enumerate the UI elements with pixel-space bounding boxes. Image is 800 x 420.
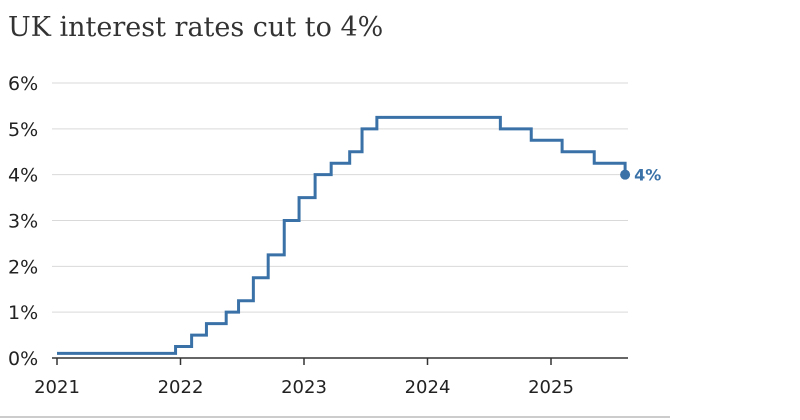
x-tick-label: 2025: [528, 377, 574, 398]
x-tick-label: 2024: [405, 377, 451, 398]
chart-title: UK interest rates cut to 4%: [8, 12, 384, 43]
x-tick-label: 2023: [281, 377, 327, 398]
series-line: [57, 115, 627, 355]
end-value-label: 4%: [634, 166, 661, 185]
y-tick-label: 1%: [8, 302, 38, 324]
series-layer: 4%: [57, 115, 661, 355]
x-tick-label: 2022: [158, 377, 204, 398]
y-tick-label: 4%: [8, 165, 38, 187]
y-tick-label: 6%: [8, 73, 38, 95]
y-tick-label: 5%: [8, 119, 38, 141]
y-tick-label: 0%: [8, 348, 38, 370]
end-point-marker: [620, 169, 631, 180]
gridlines: [52, 82, 628, 313]
y-tick-label: 2%: [8, 256, 38, 278]
x-tick-label: 2021: [34, 377, 80, 398]
x-axis: 2021 2022 2023 2024 2025: [0, 357, 670, 418]
y-tick-label: 3%: [8, 211, 38, 233]
y-axis-ticks: 0% 1% 2% 3% 4% 5% 6%: [8, 73, 38, 370]
